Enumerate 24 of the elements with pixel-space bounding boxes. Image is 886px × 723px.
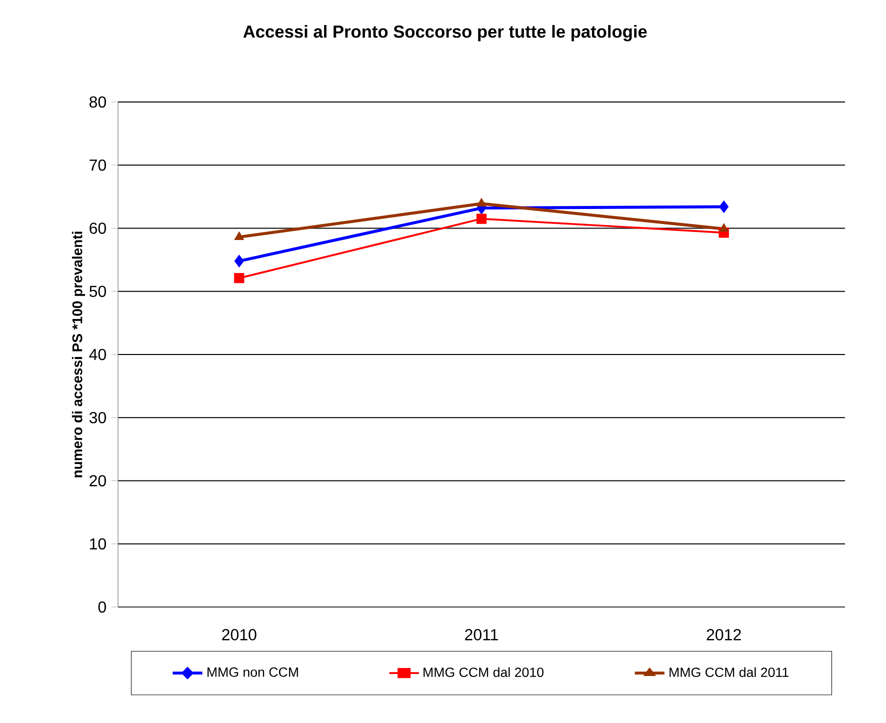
y-tick-label: 80 [90,96,106,108]
y-tick-label: 30 [89,412,106,424]
y-axis-title: numero di accessi PS *100 prevalenti [72,232,86,478]
y-tick-label: 70 [90,159,106,171]
x-tick-label: 2011 [465,629,498,640]
legend-label: MMG CCM dal 2011 [670,667,788,678]
legend-label: MMG non CCM [208,667,298,677]
x-tick-label: 2010 [222,629,256,640]
point [476,214,487,224]
y-tick-label: 60 [90,222,106,234]
x-tick-label: 2012 [706,629,741,640]
point [234,231,244,240]
y-tick-label: 40 [89,348,106,360]
point [476,198,486,207]
point [718,223,729,232]
y-tick-label: 0 [98,601,106,613]
y-tick-label: 10 [90,538,106,550]
chart-title: Accessi al Pronto Soccorso per tutte le patologie [243,25,647,42]
point [234,273,244,284]
point [719,200,729,214]
legend-label: MMG CCM dal 2010 [424,667,544,678]
y-tick-label: 20 [90,475,106,486]
y-tick-label: 50 [89,286,106,298]
point [234,254,244,268]
